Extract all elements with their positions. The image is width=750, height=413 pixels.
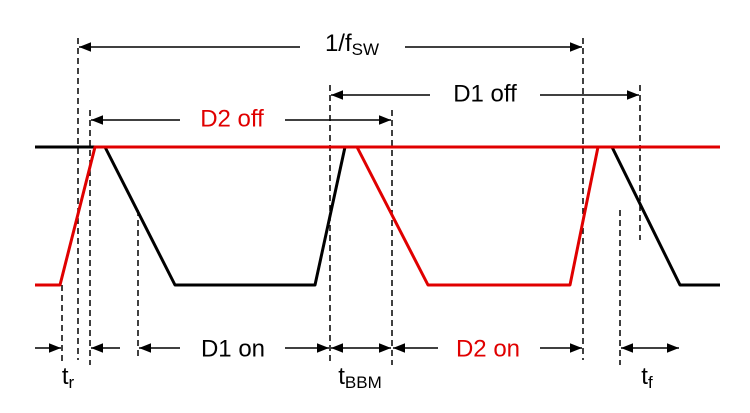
dashed-guides (61, 38, 641, 365)
arrows (35, 42, 679, 353)
d2-on-label: D2 on (456, 335, 520, 362)
d2-off-label: D2 off (200, 105, 264, 132)
bbm-time-label: tBBM (338, 363, 382, 392)
d1-on-label: D1 on (201, 335, 265, 362)
d1-off-label: D1 off (453, 80, 517, 107)
rise-time-label: tr (62, 363, 75, 392)
fall-time-label: tf (641, 363, 653, 392)
period-label: 1/fSW (325, 30, 379, 59)
red-waveform (35, 145, 720, 287)
